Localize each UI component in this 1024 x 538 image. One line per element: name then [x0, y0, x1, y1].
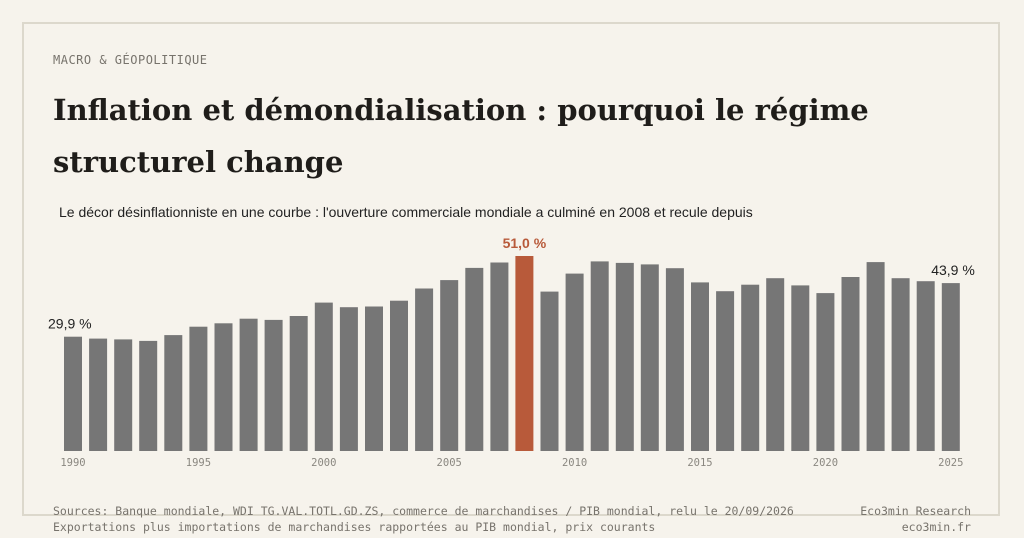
bar-2020: [816, 293, 835, 451]
bar-2006: [465, 267, 484, 451]
bar-1992: [114, 339, 133, 451]
bar-2021: [841, 277, 860, 451]
bar-2000: [314, 302, 333, 451]
bar-1995: [189, 326, 208, 451]
bar-2010: [565, 273, 584, 451]
bar-2013: [640, 264, 659, 451]
x-tick-label: 2010: [562, 457, 587, 469]
bar-2007: [490, 262, 509, 451]
x-tick-label: 2005: [437, 457, 462, 469]
page-title: Inflation et démondialisation : pourquoi…: [53, 93, 869, 179]
bar-2008: [515, 256, 534, 451]
bar-2012: [615, 262, 634, 451]
chart-subtitle: Le décor désinflationniste en une courbe…: [59, 204, 753, 220]
bar-2016: [716, 291, 735, 451]
source-line-2: Exportations plus importations de marcha…: [53, 519, 656, 534]
bar-2017: [741, 284, 760, 451]
bar-2018: [766, 278, 785, 451]
brand-name: Eco3min Research: [860, 504, 971, 518]
bar-1991: [89, 338, 108, 451]
x-tick-label: 2025: [938, 457, 963, 469]
bar-2025: [941, 283, 960, 451]
bar-2014: [665, 268, 684, 451]
bar-2011: [590, 261, 609, 451]
value-label-2025: 43,9 %: [931, 262, 975, 278]
bar-2001: [339, 307, 358, 451]
bar-1997: [239, 318, 258, 451]
x-tick-label: 1995: [186, 457, 211, 469]
bar-2005: [440, 280, 459, 451]
x-tick-label: 1990: [60, 457, 85, 469]
bar-1990: [64, 336, 82, 451]
bar-2015: [691, 282, 709, 451]
bar-2009: [540, 291, 559, 451]
brand-url[interactable]: eco3min.fr: [901, 519, 971, 534]
bar-2004: [415, 288, 434, 451]
brand: Eco3min Research eco3min.fr: [860, 504, 971, 535]
bar-1998: [264, 319, 283, 451]
chart-frame: [22, 22, 1000, 516]
bar-1999: [289, 316, 308, 451]
bar-1994: [164, 335, 183, 451]
kicker: MACRO & GÉOPOLITIQUE: [53, 53, 208, 67]
bar-2019: [791, 285, 810, 451]
x-tick-label: 2020: [813, 457, 838, 469]
bar-2022: [866, 262, 885, 451]
bar-1996: [214, 323, 233, 451]
bar-2002: [365, 306, 383, 451]
source-line-1: Sources: Banque mondiale, WDI TG.VAL.TOT…: [53, 504, 794, 518]
source-note: Sources: Banque mondiale, WDI TG.VAL.TOT…: [53, 504, 794, 535]
bar-2024: [916, 281, 935, 451]
bar-1993: [139, 340, 158, 451]
bar-2003: [390, 300, 408, 451]
value-label-2008: 51,0 %: [503, 235, 547, 251]
x-tick-label: 2015: [687, 457, 712, 469]
x-tick-label: 2000: [311, 457, 336, 469]
bar-2023: [891, 278, 910, 451]
value-label-1990: 29,9 %: [48, 316, 92, 332]
